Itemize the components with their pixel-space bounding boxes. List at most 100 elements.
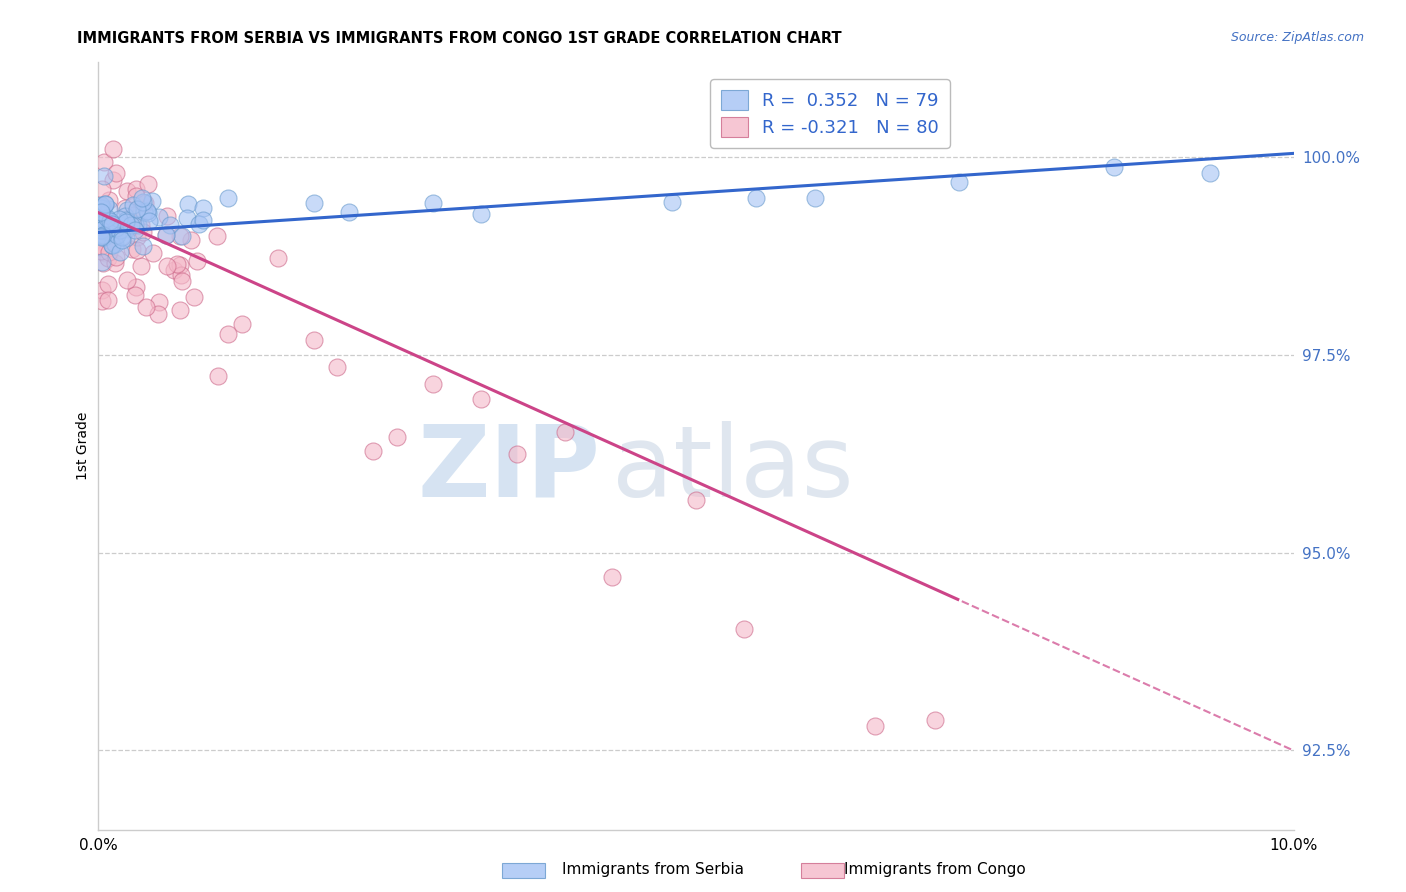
Point (156, 209, 179, 223)
Point (90, 228, 112, 243)
Point (91, 255, 114, 269)
Point (90, 211, 112, 226)
Point (98, 223, 121, 237)
Point (96, 221, 118, 235)
Point (685, 492, 707, 507)
Point (105, 166, 128, 180)
Point (96, 211, 118, 225)
Point (176, 211, 198, 225)
Point (104, 256, 127, 270)
Point (97, 225, 120, 239)
Point (136, 205, 159, 219)
Point (94, 212, 117, 227)
Point (91, 294, 114, 309)
Point (186, 253, 208, 268)
Point (170, 268, 193, 283)
Point (207, 369, 229, 384)
Point (121, 243, 143, 257)
Point (159, 218, 181, 232)
Point (127, 230, 149, 244)
Point (90, 198, 112, 212)
Point (93, 219, 115, 233)
Point (103, 230, 125, 244)
Point (91, 182, 114, 196)
Point (114, 209, 136, 223)
Point (90, 244, 112, 258)
Point (124, 208, 146, 222)
Point (339, 205, 361, 219)
Point (155, 227, 177, 242)
Point (191, 201, 214, 215)
Point (1104, 161, 1126, 175)
Point (104, 236, 127, 251)
Point (103, 173, 125, 187)
Legend: R =  0.352   N = 79, R = -0.321   N = 80: R = 0.352 N = 79, R = -0.321 N = 80 (710, 79, 950, 148)
Point (148, 211, 170, 225)
Point (98, 220, 121, 235)
Point (132, 239, 155, 253)
Point (180, 233, 202, 247)
Point (169, 302, 191, 317)
Point (124, 279, 146, 293)
Point (169, 229, 191, 244)
Point (90, 223, 112, 237)
Text: Immigrants from Congo: Immigrants from Congo (844, 863, 1025, 877)
Point (148, 294, 170, 309)
Point (111, 229, 134, 244)
Point (191, 212, 214, 227)
Point (302, 196, 325, 211)
Point (101, 238, 124, 252)
Y-axis label: 1st Grade: 1st Grade (76, 412, 90, 480)
Point (134, 204, 156, 219)
Point (163, 262, 186, 277)
Point (134, 195, 156, 210)
Point (141, 194, 163, 208)
Point (90, 201, 112, 215)
Point (110, 217, 132, 231)
Point (207, 228, 229, 243)
Point (135, 204, 157, 219)
Point (804, 191, 827, 205)
Point (114, 202, 136, 216)
Point (100, 234, 122, 248)
Point (231, 317, 253, 331)
Point (124, 217, 146, 231)
Point (136, 177, 159, 191)
Point (90, 230, 112, 244)
Point (115, 273, 138, 287)
Point (114, 215, 136, 229)
Point (93, 230, 115, 244)
Point (117, 184, 139, 198)
Point (129, 259, 152, 273)
Point (98, 214, 121, 228)
Point (97, 277, 120, 292)
Point (97, 202, 120, 217)
Point (554, 425, 576, 439)
Point (121, 198, 143, 212)
Text: Source: ZipAtlas.com: Source: ZipAtlas.com (1230, 31, 1364, 45)
Point (90, 203, 112, 218)
Point (131, 191, 153, 205)
Point (125, 189, 148, 203)
Point (172, 274, 194, 288)
Point (267, 251, 290, 265)
Point (98, 245, 121, 260)
Point (924, 713, 946, 727)
Point (101, 238, 124, 252)
Point (661, 195, 683, 210)
Point (127, 202, 149, 216)
Point (101, 143, 124, 157)
Point (125, 243, 148, 257)
Point (865, 719, 887, 733)
Point (97, 241, 120, 255)
Point (90, 283, 112, 297)
Point (132, 226, 155, 240)
Point (302, 333, 325, 347)
Point (125, 181, 148, 195)
Point (114, 222, 136, 236)
Point (156, 259, 179, 273)
Point (94, 245, 117, 260)
Point (93, 222, 115, 236)
Point (110, 245, 132, 260)
Point (948, 175, 970, 189)
